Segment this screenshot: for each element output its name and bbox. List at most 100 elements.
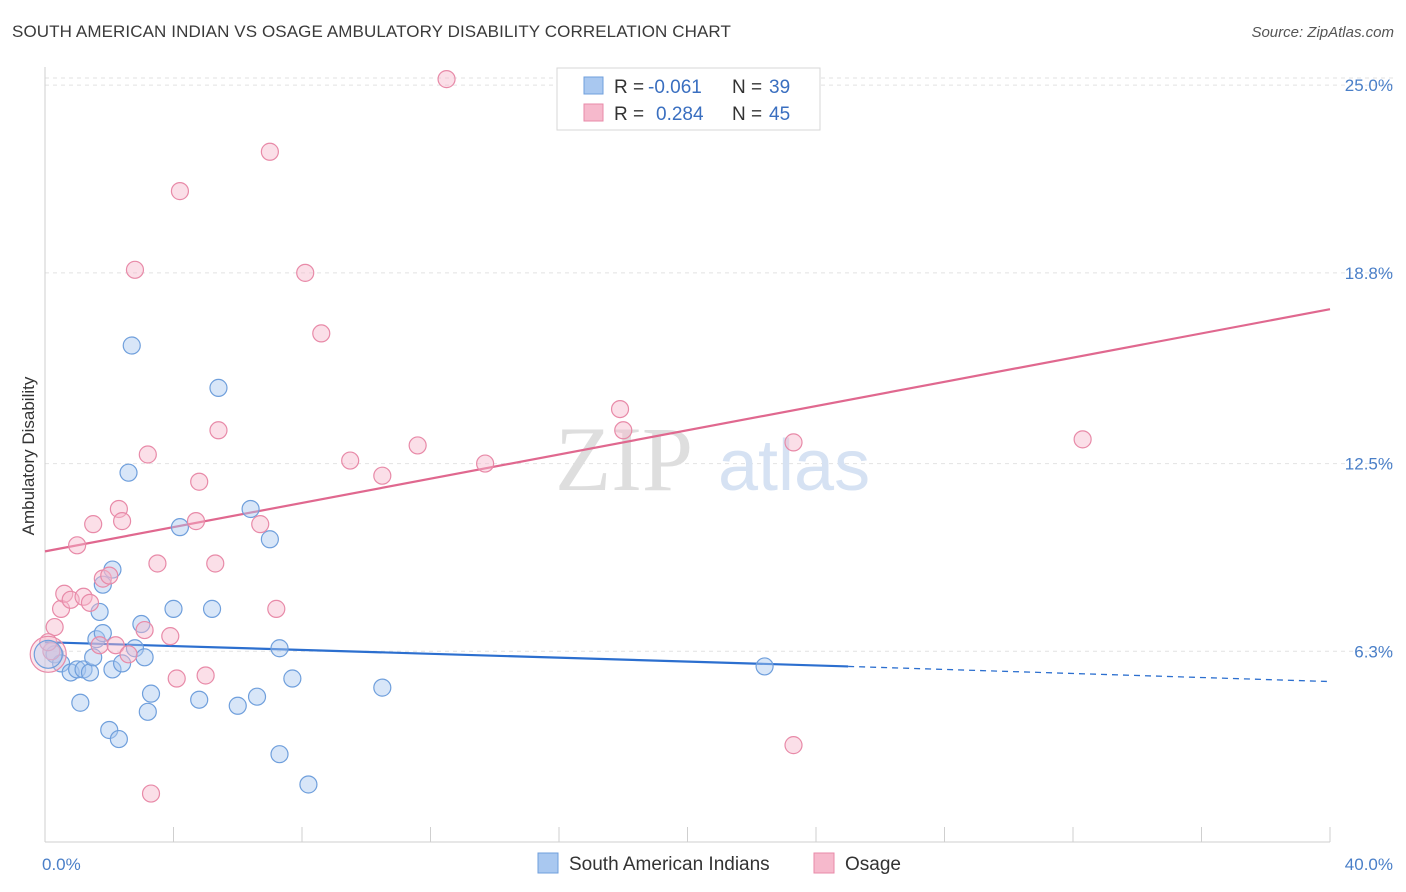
data-point-south-american-indians (103, 660, 122, 679)
grid-lines (45, 77, 1395, 652)
legend-r-value: 0.284 (656, 104, 704, 125)
data-point-osage (135, 620, 154, 640)
x-tick-label: 40.0% (1345, 855, 1393, 874)
data-points (29, 70, 1092, 803)
data-point-osage (112, 512, 132, 531)
data-point-osage (312, 324, 331, 343)
y-tick-labels: 6.3% 12.5% 18.8% 25.0% (1345, 76, 1393, 661)
data-point-osage (209, 421, 228, 440)
data-point-osage (68, 536, 87, 555)
data-point-osage (84, 515, 103, 534)
data-point-south-american-indians (247, 687, 267, 706)
data-point-osage (784, 433, 803, 452)
data-point-south-american-indians (90, 602, 109, 622)
legend-swatch-pink (583, 103, 604, 122)
trend-line-south-american-indians-extension (848, 665, 1331, 683)
y-axis-label: Ambulatory Disability (19, 376, 38, 535)
data-point-osage (138, 445, 157, 464)
data-point-osage (186, 512, 206, 531)
data-point-osage (167, 669, 186, 688)
trend-line-south-american-indians (44, 641, 849, 668)
data-point-south-american-indians (241, 499, 260, 519)
legend-n-value: 39 (769, 77, 790, 98)
data-point-south-american-indians (100, 720, 119, 740)
axes (44, 67, 1331, 843)
data-point-south-american-indians (202, 599, 222, 618)
data-point-south-american-indians (141, 684, 161, 703)
data-point-osage (170, 182, 190, 201)
data-point-osage (408, 436, 427, 455)
data-point-south-american-indians (135, 648, 154, 667)
series-legend: South American Indians Osage (537, 852, 901, 875)
data-point-osage (296, 263, 315, 282)
data-point-osage (373, 466, 392, 485)
data-point-south-american-indians (283, 669, 302, 688)
data-point-osage (141, 784, 161, 803)
data-point-south-american-indians (170, 518, 190, 537)
data-point-osage (267, 599, 286, 618)
legend-n-label: N = (732, 104, 762, 125)
data-point-osage (90, 636, 109, 655)
data-point-osage (206, 554, 225, 573)
data-point-osage (106, 636, 125, 655)
data-point-cluster (33, 639, 63, 669)
data-point-south-american-indians (138, 702, 157, 721)
legend-n-label: N = (732, 77, 762, 98)
data-point-osage (119, 645, 138, 664)
trend-line-osage (44, 308, 1331, 553)
legend-r-value: -0.061 (648, 77, 702, 98)
y-tick-label: 18.8% (1345, 264, 1393, 283)
y-tick-label: 25.0% (1345, 76, 1393, 95)
data-point-osage (784, 736, 803, 755)
data-point-south-american-indians (119, 463, 138, 482)
series-swatch-blue (537, 852, 559, 874)
data-point-osage (125, 260, 145, 279)
source-label: Source: ZipAtlas.com (1251, 24, 1394, 41)
data-point-south-american-indians (755, 657, 774, 676)
data-point-osage (100, 566, 119, 585)
data-point-south-american-indians (260, 530, 279, 549)
data-point-osage (196, 666, 215, 685)
data-point-osage (39, 633, 58, 652)
stats-legend: R = -0.061 N = 39 R = 0.284 N = 45 (556, 67, 821, 131)
legend-r-label: R = (614, 104, 644, 125)
data-point-osage (80, 593, 100, 612)
data-point-south-american-indians (190, 690, 209, 709)
data-point-osage (614, 421, 633, 440)
data-point-south-american-indians (373, 678, 392, 697)
y-tick-label: 12.5% (1345, 455, 1393, 474)
data-point-osage (341, 451, 360, 470)
watermark-zip: ZIP (555, 408, 693, 510)
data-point-osage (1073, 430, 1092, 449)
data-point-south-american-indians (93, 575, 112, 594)
data-point-south-american-indians (109, 729, 128, 749)
data-point-osage (476, 454, 495, 473)
legend-n-value: 45 (769, 104, 790, 125)
data-point-south-american-indians (209, 378, 228, 397)
data-point-cluster (29, 635, 67, 673)
legend-swatch-blue (583, 76, 604, 95)
data-point-south-american-indians (228, 696, 247, 715)
data-point-south-american-indians (122, 336, 141, 355)
data-point-osage (45, 617, 64, 637)
data-point-osage (260, 142, 279, 161)
data-point-osage (251, 515, 270, 534)
x-tick-label: 0.0% (42, 855, 81, 874)
data-point-south-american-indians (80, 663, 100, 682)
legend-r-label: R = (614, 77, 644, 98)
data-point-south-american-indians (270, 745, 289, 764)
data-point-osage (148, 554, 167, 573)
series-swatch-pink (813, 852, 835, 874)
data-point-south-american-indians (112, 654, 132, 673)
chart-title: SOUTH AMERICAN INDIAN VS OSAGE AMBULATOR… (12, 22, 731, 41)
watermark-atlas: atlas (718, 426, 870, 506)
data-point-osage (437, 70, 456, 89)
data-point-osage (610, 399, 630, 419)
watermark: ZIP atlas (555, 408, 870, 510)
series-label-osage: Osage (845, 854, 901, 875)
data-point-osage (190, 472, 209, 491)
data-point-south-american-indians (164, 599, 183, 618)
series-label-south-american-indians: South American Indians (569, 854, 770, 875)
data-point-osage (161, 627, 180, 646)
